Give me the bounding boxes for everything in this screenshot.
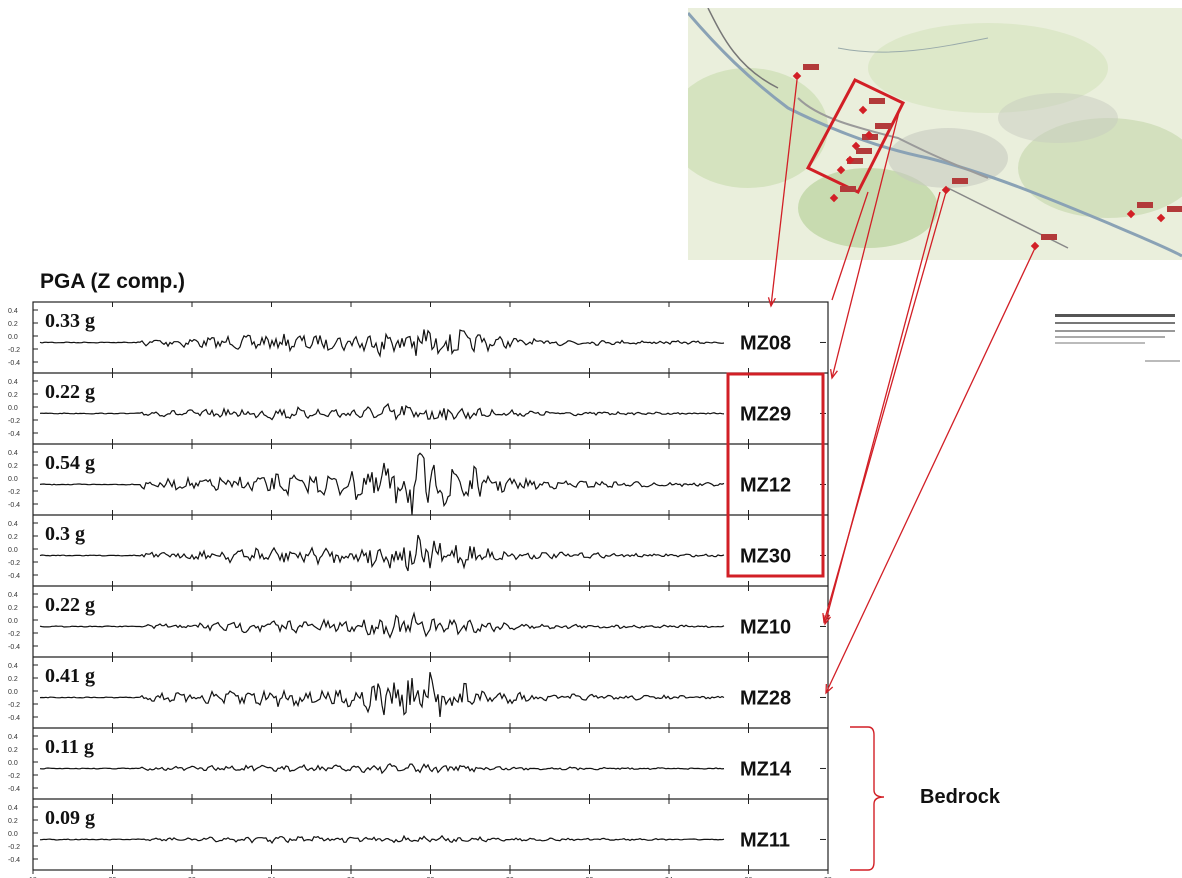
station-label: MZ11 (740, 829, 790, 851)
y-tick-label: 0.0 (8, 618, 18, 625)
station-tag (847, 158, 863, 164)
y-tick-label: -0.4 (8, 715, 20, 722)
chart-title: PGA (Z comp.) (40, 270, 186, 293)
station-label: MZ30 (740, 545, 791, 567)
y-tick-label: -0.2 (8, 773, 20, 780)
map-scale-legend (1045, 308, 1182, 368)
arrowhead-icon (767, 297, 776, 308)
pointer-arrow (831, 107, 901, 379)
station-marker-icon (836, 165, 846, 175)
y-tick-label: -0.4 (8, 573, 20, 580)
y-tick-label: 0.4 (8, 592, 18, 599)
y-tick-label: 0.2 (8, 392, 18, 399)
y-tick-label: 0.2 (8, 818, 18, 825)
y-tick-label: -0.2 (8, 418, 20, 425)
y-tick-label: 0.2 (8, 321, 18, 328)
y-tick-label: -0.2 (8, 489, 20, 496)
location-map (688, 8, 1182, 260)
y-tick-label: -0.2 (8, 347, 20, 354)
pga-label: 0.41 g (45, 665, 95, 687)
station-marker-icon (1156, 213, 1166, 223)
station-tag (840, 186, 856, 192)
y-tick-label: 0.0 (8, 405, 18, 412)
y-tick-label: 0.4 (8, 805, 18, 812)
y-tick-label: 0.4 (8, 734, 18, 741)
pointer-arrow (770, 79, 798, 307)
y-tick-label: 0.2 (8, 534, 18, 541)
station-tag (952, 178, 968, 184)
arrowhead-icon (823, 614, 832, 626)
site-group-box (726, 372, 825, 578)
seismogram-trace (39, 834, 725, 844)
y-tick-label: 0.0 (8, 476, 18, 483)
pga-label: 0.3 g (45, 523, 85, 545)
station-marker-icon (858, 105, 868, 115)
y-tick-label: 0.0 (8, 831, 18, 838)
seismogram-trace (39, 329, 725, 358)
pga-label: 0.54 g (45, 452, 95, 474)
y-tick-label: -0.4 (8, 857, 20, 864)
y-tick-label: 0.2 (8, 676, 18, 683)
y-tick-label: 0.0 (8, 760, 18, 767)
pga-label: 0.09 g (45, 807, 95, 829)
pga-label: 0.11 g (45, 736, 94, 758)
y-tick-label: 0.2 (8, 605, 18, 612)
station-tag (1041, 234, 1057, 240)
pga-label: 0.22 g (45, 381, 95, 403)
seismogram-trace (39, 672, 725, 717)
y-tick-label: -0.4 (8, 502, 20, 509)
pointer-arrow (831, 191, 869, 301)
y-tick-label: 0.0 (8, 547, 18, 554)
y-tick-label: 0.0 (8, 334, 18, 341)
y-tick-label: -0.2 (8, 560, 20, 567)
station-tag (869, 98, 885, 104)
bedrock-bracket (850, 726, 885, 871)
y-tick-label: 0.4 (8, 379, 18, 386)
station-tag (1167, 206, 1182, 212)
station-tag (875, 123, 891, 129)
y-tick-label: 0.4 (8, 308, 18, 315)
seismogram-trace (39, 402, 725, 421)
pointer-arrow (824, 191, 941, 625)
seismogram-trace (39, 534, 725, 572)
y-tick-label: -0.4 (8, 431, 20, 438)
station-marker-icon (829, 193, 839, 203)
pointer-arrow (825, 247, 1036, 694)
station-marker-icon (792, 71, 802, 81)
pga-label: 0.33 g (45, 310, 95, 332)
seismogram-trace (39, 452, 725, 516)
y-tick-label: 0.4 (8, 450, 18, 457)
map-highlight-box (805, 78, 906, 194)
map-terrain (688, 8, 1182, 260)
y-tick-label: -0.4 (8, 644, 20, 651)
y-tick-label: -0.4 (8, 360, 20, 367)
seismogram-trace (39, 611, 725, 639)
station-tag (1137, 202, 1153, 208)
y-tick-label: -0.2 (8, 844, 20, 851)
y-tick-label: -0.4 (8, 786, 20, 793)
arrowhead-icon (825, 683, 834, 695)
station-label: MZ29 (740, 403, 791, 425)
station-tag (803, 64, 819, 70)
station-label: MZ10 (740, 616, 791, 638)
y-tick-label: 0.0 (8, 689, 18, 696)
station-label: MZ08 (740, 332, 791, 354)
station-marker-icon (1126, 209, 1136, 219)
station-label: MZ14 (740, 758, 792, 780)
y-tick-label: -0.2 (8, 702, 20, 709)
y-tick-label: -0.2 (8, 631, 20, 638)
y-tick-label: 0.2 (8, 463, 18, 470)
y-tick-label: 0.4 (8, 521, 18, 528)
bedrock-label: Bedrock (920, 786, 1001, 808)
arrowhead-icon (829, 369, 838, 380)
station-label: MZ12 (740, 474, 791, 496)
pga-label: 0.22 g (45, 594, 95, 616)
y-tick-label: 0.4 (8, 663, 18, 670)
seismogram-trace (39, 763, 725, 775)
y-tick-label: 0.2 (8, 747, 18, 754)
station-tag (856, 148, 872, 154)
station-label: MZ28 (740, 687, 791, 709)
